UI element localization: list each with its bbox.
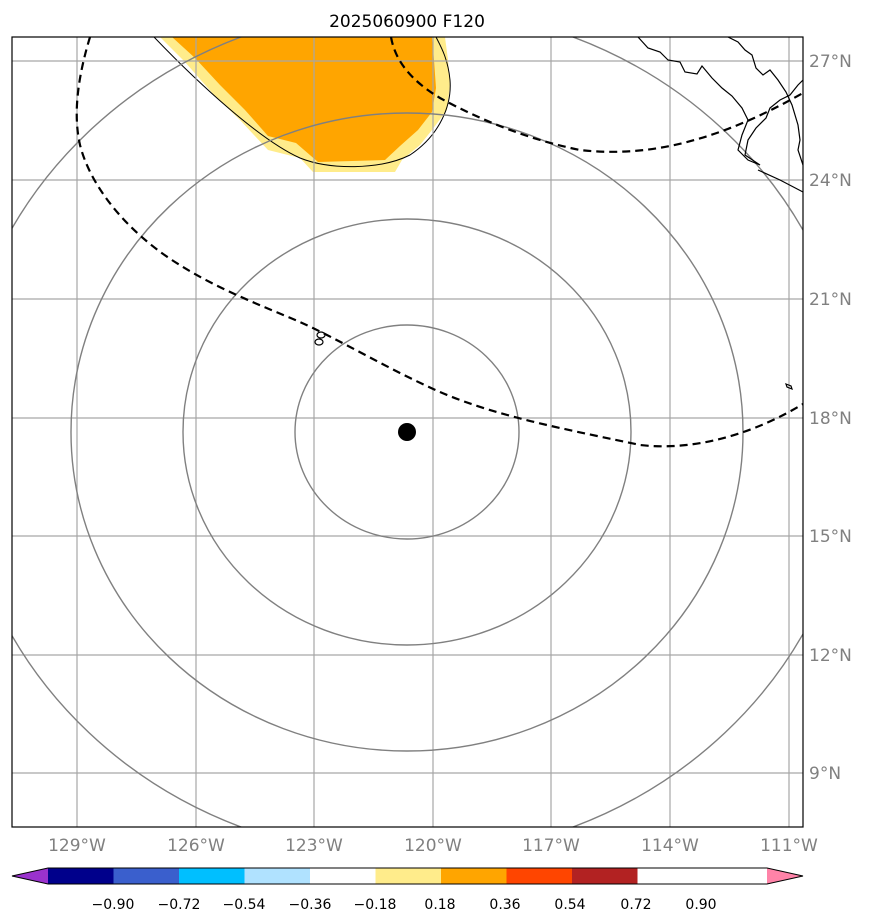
mainland-coast <box>727 37 803 166</box>
lon-tick-labels: 129°W 126°W 123°W 120°W 117°W 114°W 111°… <box>48 836 818 856</box>
colorbar-tick-label: −0.18 <box>354 897 397 913</box>
colorbar-tick-label: −0.36 <box>289 897 332 913</box>
map-panel: 129°W 126°W 123°W 120°W 117°W 114°W 111°… <box>11 36 852 856</box>
range-ring-1 <box>294 324 520 540</box>
anomaly-fill-dark <box>172 37 436 162</box>
map-frame <box>11 36 804 828</box>
lon-tick-label: 117°W <box>522 836 580 856</box>
colorbar-segment <box>310 868 376 884</box>
colorbar-segment <box>441 868 507 884</box>
lat-tick-label: 9°N <box>809 764 841 784</box>
island <box>785 382 793 391</box>
range-ring-3 <box>70 112 744 752</box>
colorbar-tick-label: 0.72 <box>620 897 651 913</box>
lat-tick-label: 21°N <box>809 290 852 310</box>
small-contour-a <box>316 331 326 339</box>
colorbar-tick-label: 0.36 <box>489 897 520 913</box>
range-ring-2 <box>182 218 632 646</box>
colorbar-tick-label: 0.54 <box>554 897 585 913</box>
colorbar-segment <box>113 868 179 884</box>
coastline <box>637 37 803 391</box>
map-title: 2025060900 F120 <box>329 12 485 32</box>
colorbar-segment <box>375 868 441 884</box>
lat-tick-label: 27°N <box>809 52 852 72</box>
storm-center-marker <box>398 423 416 441</box>
baja-coast <box>637 37 803 166</box>
lat-tick-labels: 27°N 24°N 21°N 18°N 15°N 12°N 9°N <box>809 52 852 784</box>
anomaly-fill <box>153 37 451 172</box>
lat-tick-label: 12°N <box>809 646 852 666</box>
lon-tick-label: 114°W <box>641 836 699 856</box>
lat-tick-label: 18°N <box>809 409 852 429</box>
lat-tick-label: 15°N <box>809 527 852 547</box>
colorbar-extend-max <box>767 868 803 884</box>
colorbar-tick-label: 0.90 <box>685 897 716 913</box>
colorbar-tick-label: −0.54 <box>223 897 266 913</box>
colorbar-tick-label: −0.90 <box>92 897 135 913</box>
colorbar: −0.90 −0.72 −0.54 −0.36 −0.18 0.18 0.36 … <box>11 867 804 913</box>
colorbar-segment <box>244 868 310 884</box>
small-contour <box>314 331 326 346</box>
lon-tick-label: 126°W <box>167 836 225 856</box>
dashed-contour <box>75 37 803 448</box>
colorbar-segment <box>48 868 114 884</box>
colorbar-tick-label: −0.72 <box>158 897 201 913</box>
dashed-contour-upper <box>75 37 803 448</box>
graticule <box>12 37 803 827</box>
colorbar-segment <box>572 868 638 884</box>
colorbar-segments <box>12 868 803 884</box>
lon-tick-label: 123°W <box>285 836 343 856</box>
range-rings <box>12 37 803 827</box>
lat-tick-label: 24°N <box>809 171 852 191</box>
lon-tick-label: 120°W <box>404 836 462 856</box>
colorbar-segment <box>179 868 245 884</box>
anomaly-contour-line <box>153 37 451 168</box>
colorbar-segment <box>506 868 572 884</box>
colorbar-tick-label: 0.18 <box>424 897 455 913</box>
colorbar-outline <box>11 867 804 885</box>
coast-south-segment <box>757 169 803 193</box>
lon-tick-label: 129°W <box>48 836 106 856</box>
lon-tick-label: 111°W <box>760 836 818 856</box>
dashed-contour-top <box>389 37 803 153</box>
colorbar-extend-min <box>12 868 48 884</box>
small-contour-b <box>314 338 324 346</box>
colorbar-ticks: −0.90 −0.72 −0.54 −0.36 −0.18 0.18 0.36 … <box>92 897 717 913</box>
